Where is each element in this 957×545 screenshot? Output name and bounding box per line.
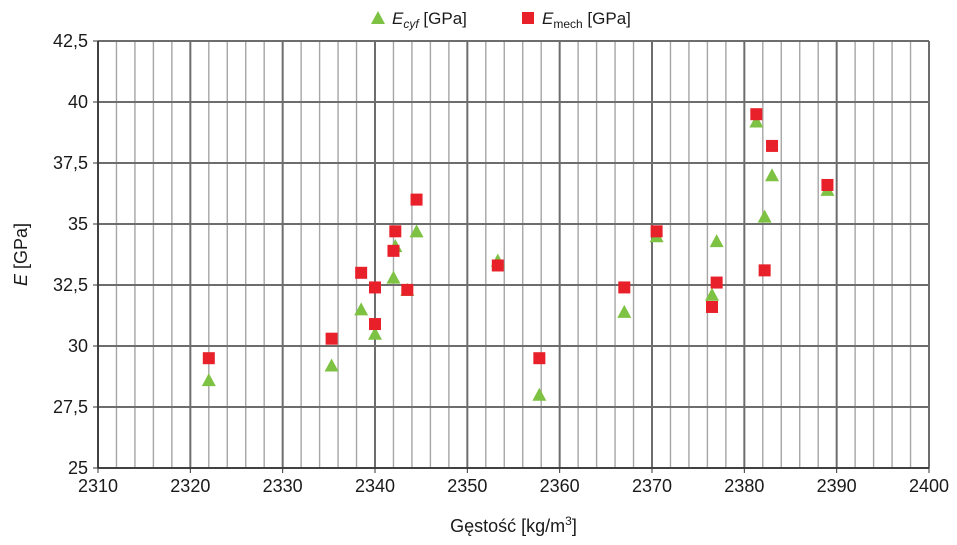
ecyf-point (324, 358, 339, 372)
emech-point (533, 352, 546, 365)
emech-point (355, 266, 368, 279)
emech-point (389, 225, 402, 238)
legend-ecyf-marker (371, 11, 385, 24)
emech-point (650, 225, 663, 238)
emech-point (491, 259, 504, 272)
y-tick-label: 30 (68, 336, 88, 356)
emech-point (758, 264, 771, 277)
x-tick-label: 2320 (170, 476, 210, 496)
legend-ecyf-label: Ecyf [GPa] (392, 9, 467, 31)
ecyf-point (532, 387, 547, 401)
ecyf-point (354, 302, 369, 316)
emech-point (821, 178, 834, 191)
y-tick-label: 32,5 (53, 275, 88, 295)
emech-point (202, 352, 215, 365)
y-tick-label: 25 (68, 458, 88, 478)
ecyf-point (749, 114, 764, 128)
legend: Ecyf [GPa] Emech [GPa] (371, 9, 631, 31)
emech-point (710, 276, 723, 289)
x-tick-label: 2380 (724, 476, 764, 496)
x-tick-label: 2400 (909, 476, 949, 496)
emech-point (706, 300, 719, 313)
y-tick-label: 37,5 (53, 153, 88, 173)
ecyf-point (705, 287, 720, 301)
x-tick-label: 2390 (817, 476, 857, 496)
y-tick-label: 42,5 (53, 31, 88, 51)
ecyf-point (409, 224, 424, 238)
x-tick-label: 2370 (632, 476, 672, 496)
y-tick-label: 40 (68, 92, 88, 112)
emech-point (618, 281, 631, 294)
x-axis-label: Gęstość [kg/m3] (450, 514, 577, 536)
emech-point (401, 283, 414, 296)
ecyf-point (757, 209, 772, 223)
x-tick-label: 2360 (540, 476, 580, 496)
ecyf-point (709, 234, 724, 248)
emech-point (369, 318, 381, 331)
legend-emech-label: Emech [GPa] (542, 9, 631, 31)
ecyf-point (368, 326, 382, 340)
emech-point (750, 108, 763, 121)
emech-point (387, 244, 400, 257)
emech-point (369, 281, 381, 294)
x-tick-label: 2310 (78, 476, 118, 496)
x-tick-label: 2340 (355, 476, 395, 496)
ecyf-point (765, 168, 780, 182)
tick-labels: 2310 2320 2330 2340 2350 2360 2370 2380 2390 2400… (53, 31, 949, 496)
grid (97, 40, 930, 469)
axes (93, 40, 930, 473)
x-tick-label: 2350 (447, 476, 487, 496)
emech-point (766, 139, 779, 152)
y-axis-label: E [GPa] (11, 223, 31, 286)
data-points (201, 108, 835, 401)
legend-emech-marker (522, 12, 534, 24)
y-tick-label: 27,5 (53, 397, 88, 417)
emech-point (410, 193, 423, 206)
ecyf-point (386, 270, 401, 284)
ecyf-point (201, 373, 216, 387)
emech-point (325, 332, 338, 345)
y-tick-label: 35 (68, 214, 88, 234)
ecyf-point (617, 304, 632, 318)
x-tick-label: 2330 (263, 476, 303, 496)
